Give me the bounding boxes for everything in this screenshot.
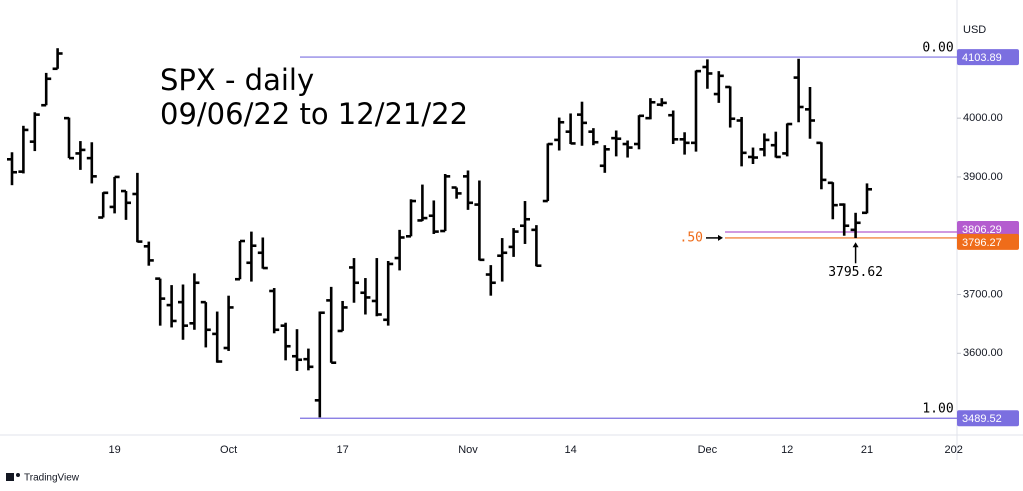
logo [6, 473, 14, 481]
logo [16, 473, 20, 477]
brand-name: TradingView [24, 473, 80, 484]
level-label: 1.00 [922, 402, 953, 417]
price-label: 3806.29 [962, 224, 1002, 236]
price-label-bg [957, 221, 1019, 238]
level-label: 0.00 [922, 41, 953, 56]
branding: TradingView [6, 473, 80, 484]
price-label: 4103.89 [962, 52, 1002, 64]
title-line: 09/06/22 to 12/21/22 [160, 97, 468, 131]
y-tick-label: 3600.00 [963, 347, 1003, 359]
title-line: SPX - daily [160, 63, 314, 97]
x-tick-label: Dec [698, 444, 718, 456]
y-tick-label: 3700.00 [963, 288, 1003, 300]
x-tick-label: 19 [108, 444, 120, 456]
arrow-head [718, 234, 723, 241]
x-tick-label: Oct [220, 444, 237, 456]
x-tick-label: 14 [564, 444, 576, 456]
x-tick-label: 12 [781, 444, 793, 456]
y-tick-label: 3900.00 [963, 171, 1003, 183]
annotation: 3795.62 [828, 265, 883, 280]
x-tick-label: 21 [861, 444, 873, 456]
y-tick-label: 4000.00 [963, 112, 1003, 124]
x-tick-label: 17 [336, 444, 348, 456]
price-label: 3489.52 [962, 413, 1002, 425]
price-label-bg [957, 410, 1019, 427]
x-tick-label: 202 [944, 444, 962, 456]
x-tick-label: Nov [458, 444, 478, 456]
price-label-bg [957, 233, 1019, 250]
currency: USD [963, 24, 986, 36]
level-label: .50 [680, 230, 703, 245]
price-label-bg [957, 49, 1019, 66]
annotation-arrow-head [852, 242, 859, 248]
price-label: 3796.27 [962, 237, 1002, 249]
